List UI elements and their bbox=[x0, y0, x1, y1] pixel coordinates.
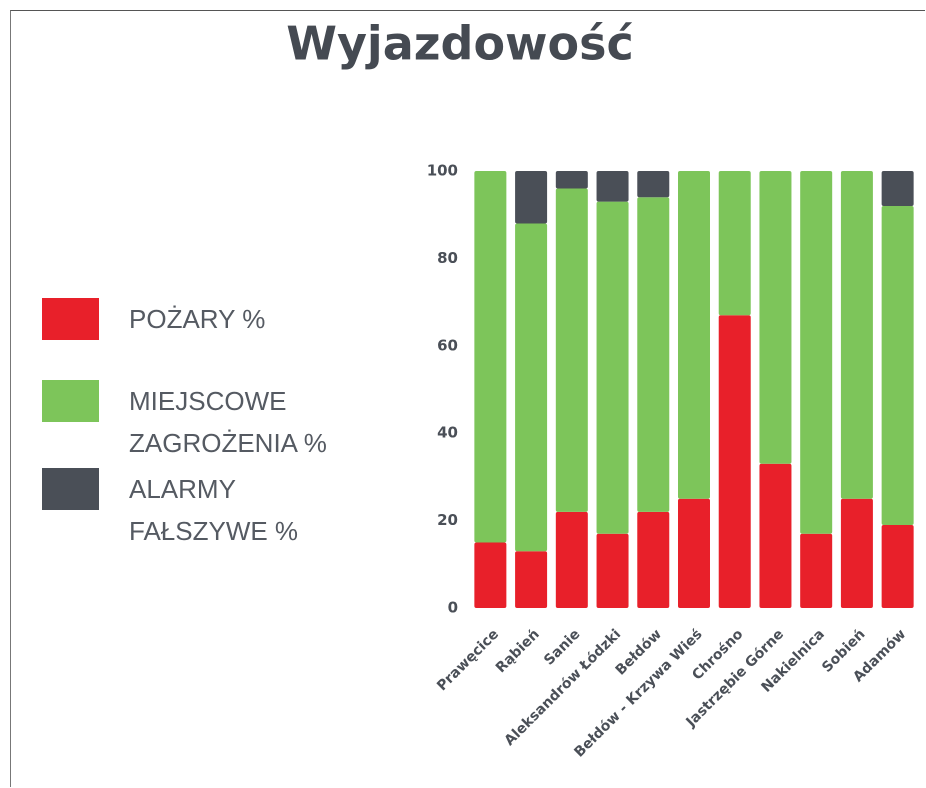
bar-segment bbox=[596, 533, 629, 608]
legend-label: POŻARY % bbox=[129, 304, 266, 334]
x-tick-label: Prawęcice bbox=[434, 626, 502, 694]
bar-segment bbox=[881, 171, 914, 206]
y-tick-label: 20 bbox=[437, 511, 458, 529]
frame bbox=[10, 10, 925, 787]
bar-segment bbox=[637, 171, 670, 198]
bar-segment bbox=[515, 171, 548, 224]
bar-segment bbox=[718, 315, 751, 608]
y-tick-label: 40 bbox=[437, 424, 458, 442]
bar-segment bbox=[596, 201, 629, 534]
bar-segment bbox=[881, 205, 914, 525]
legend-swatch bbox=[42, 298, 99, 340]
legend-label: ALARMY FAŁSZYWE % bbox=[129, 474, 299, 546]
legend-item: POŻARY % bbox=[42, 298, 369, 340]
y-tick-label: 0 bbox=[448, 599, 458, 617]
bar-segment bbox=[555, 511, 588, 608]
bar-segment bbox=[555, 188, 588, 512]
bar-segment bbox=[515, 223, 548, 552]
y-tick-label: 100 bbox=[427, 162, 458, 180]
bar-segment bbox=[759, 463, 792, 608]
bar-segment bbox=[800, 533, 833, 608]
x-tick-label: Rąbień bbox=[493, 626, 543, 676]
bar-segment bbox=[474, 171, 507, 543]
bar-segment bbox=[840, 171, 873, 499]
bar-segment bbox=[515, 551, 548, 608]
bar-segment bbox=[555, 171, 588, 189]
bar-segment bbox=[474, 542, 507, 608]
bar-segment bbox=[596, 171, 629, 202]
bar-segment bbox=[637, 511, 670, 608]
y-tick-label: 60 bbox=[437, 336, 458, 354]
bar-segment bbox=[637, 197, 670, 512]
bar-segment bbox=[678, 171, 710, 499]
bar-segment bbox=[678, 498, 710, 608]
legend-label: MIEJSCOWE ZAGROŻENIA % bbox=[129, 386, 327, 458]
legend-swatch bbox=[42, 468, 99, 510]
y-tick-label: 80 bbox=[437, 249, 458, 267]
bar-segment bbox=[800, 171, 833, 534]
chart-title: Wyjazdowość bbox=[286, 17, 634, 71]
legend-swatch bbox=[42, 380, 99, 422]
bar-segment bbox=[759, 171, 792, 464]
legend-item: ALARMY FAŁSZYWE % bbox=[42, 468, 369, 552]
bar-segment bbox=[718, 171, 751, 316]
bar-segment bbox=[881, 524, 914, 608]
legend: POŻARY % MIEJSCOWE ZAGROŻENIA % ALARMY FAŁ… bbox=[42, 298, 369, 592]
bar-segment bbox=[840, 498, 873, 608]
legend-item: MIEJSCOWE ZAGROŻENIA % bbox=[42, 380, 369, 464]
